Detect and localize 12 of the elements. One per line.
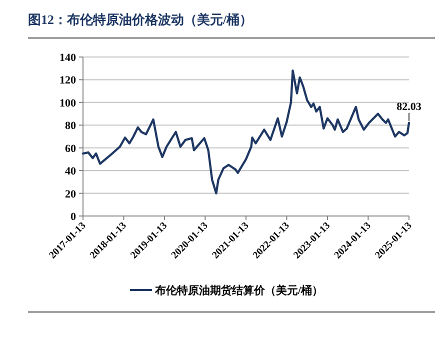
y-tick-label: 80 [65, 120, 76, 132]
annotation: 82.03 [396, 100, 422, 113]
y-tick-label: 100 [60, 97, 76, 110]
legend: 布伦特原油期货结算价（美元/桶） [130, 285, 324, 297]
legend-label: 布伦特原油期货结算价（美元/桶） [154, 284, 324, 297]
y-tick-label: 60 [65, 142, 76, 155]
y-tick-label: 0 [70, 211, 76, 223]
y-tick-label: 20 [65, 188, 76, 200]
y-tick-label: 40 [65, 166, 76, 178]
y-tick-label: 140 [60, 52, 76, 64]
chart-title: 图12：布伦特原油价格波动（美元/桶） [28, 12, 253, 27]
y-tick-label: 120 [60, 74, 76, 87]
